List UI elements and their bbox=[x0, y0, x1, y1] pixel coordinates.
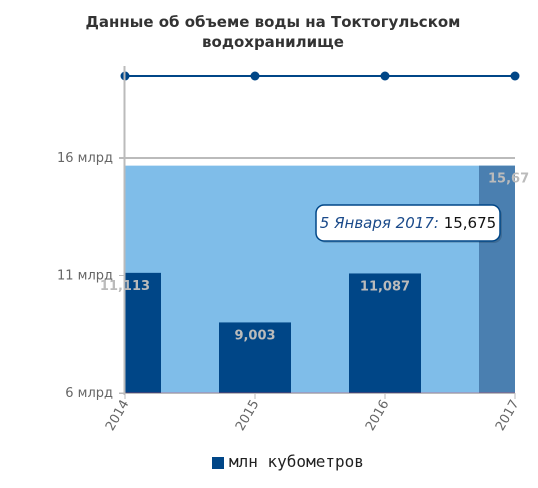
bar-2015[interactable] bbox=[219, 322, 291, 393]
plot-area bbox=[89, 71, 538, 393]
data-label: 9,003 bbox=[234, 328, 275, 343]
chart-title: Данные об объеме воды на Токтогульском в… bbox=[86, 13, 461, 51]
bar-2017[interactable] bbox=[479, 165, 538, 393]
tooltip: 5 Января 2017: 15,675 bbox=[315, 204, 502, 243]
data-label: 15,67 bbox=[488, 172, 529, 187]
x-tick-label: 2015 bbox=[233, 398, 263, 434]
area-fill bbox=[125, 165, 515, 393]
tooltip-value: 15,675 bbox=[444, 214, 497, 232]
x-tick-label: 2016 bbox=[363, 398, 393, 434]
line-point-2015[interactable] bbox=[250, 71, 260, 81]
data-labels: 11,113 9,003 11,087 15,67 bbox=[100, 172, 529, 344]
y-tick-label: 6 млрд bbox=[65, 386, 113, 401]
legend[interactable]: млн кубометров bbox=[212, 452, 364, 471]
plot-clipped-group bbox=[89, 165, 538, 393]
data-label: 11,113 bbox=[100, 279, 150, 294]
bar-2014[interactable] bbox=[89, 272, 161, 393]
y-tick-label: 11 млрд bbox=[57, 269, 113, 284]
legend-label[interactable]: млн кубометров bbox=[229, 452, 364, 471]
line-point-2016[interactable] bbox=[380, 71, 390, 81]
x-tick-label: 2017 bbox=[493, 398, 523, 434]
line-point-2017[interactable] bbox=[510, 71, 520, 81]
y-tick-label: 16 млрд bbox=[57, 151, 113, 166]
chart-title-line-2: водохранилище bbox=[202, 33, 344, 51]
legend-swatch[interactable] bbox=[212, 457, 224, 469]
data-label: 11,087 bbox=[360, 279, 410, 294]
tooltip-date: 5 Января 2017: bbox=[320, 214, 444, 232]
bar-2016[interactable] bbox=[349, 273, 421, 393]
chart-title-line-1: Данные об объеме воды на Токтогульском bbox=[86, 13, 461, 31]
tooltip-text: 5 Января 2017: 15,675 bbox=[320, 214, 496, 232]
x-tick-label: 2014 bbox=[103, 398, 133, 434]
tooltip-box bbox=[315, 204, 501, 242]
